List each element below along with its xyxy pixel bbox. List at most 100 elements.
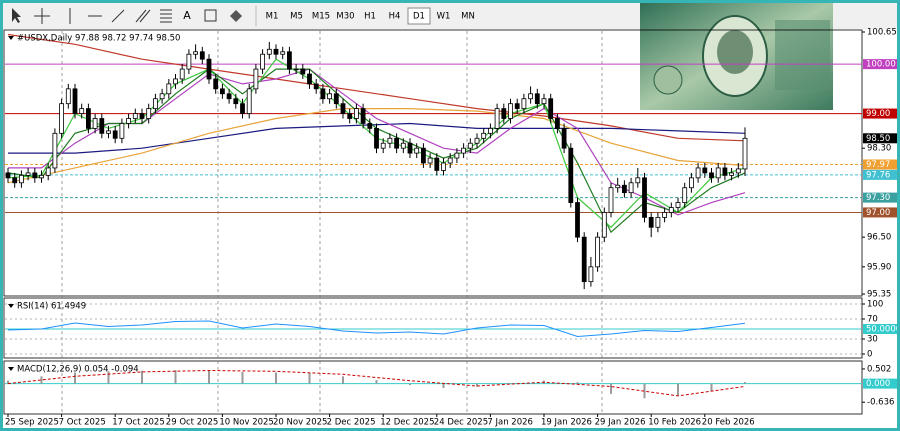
histogram-bar — [409, 383, 411, 386]
level-label: 50.0000 — [866, 325, 900, 335]
candle-body — [206, 58, 212, 80]
x-tick-label: 12 Dec 2025 — [380, 418, 434, 428]
candle-body — [541, 98, 547, 105]
candle-body — [186, 53, 192, 70]
x-tick-label: 7 Oct 2025 — [59, 418, 106, 428]
histogram-bar — [174, 370, 177, 384]
candle-body — [99, 118, 105, 134]
timeframe-button[interactable]: M15 — [312, 12, 330, 22]
channel-tool[interactable] — [135, 9, 151, 23]
fibo-tool[interactable] — [160, 9, 172, 23]
histogram-bar — [74, 372, 76, 384]
candle-body — [702, 167, 708, 174]
y-tick-label: 100 — [867, 300, 883, 310]
cursor-tool[interactable] — [12, 8, 21, 23]
candle-body — [454, 152, 460, 159]
candle-body — [434, 157, 440, 171]
panel-title: MACD(12,26,9) 0.054 -0.094 — [17, 365, 139, 375]
candle-body — [555, 118, 560, 129]
text-tool[interactable]: A — [183, 9, 191, 22]
title-marker — [8, 304, 14, 308]
y-tick-label: 0.502 — [867, 364, 891, 374]
indicator-line — [7, 320, 746, 338]
arrows-tool[interactable] — [230, 10, 242, 22]
candle-body — [648, 216, 654, 228]
candle-body — [240, 103, 245, 114]
candle-body — [86, 108, 91, 129]
level-label: 97.76 — [866, 170, 890, 180]
candle-body — [588, 266, 594, 283]
histogram-bar — [40, 376, 43, 384]
candle-body — [689, 177, 694, 189]
candle-body — [695, 167, 701, 179]
timeframe-button[interactable]: D1 — [413, 12, 425, 22]
candle-body — [608, 187, 614, 213]
candle-body — [581, 236, 587, 283]
y-tick-label: 95.35 — [867, 290, 891, 300]
candle-body — [622, 184, 627, 194]
candle-body — [420, 147, 426, 164]
candle-body — [79, 108, 85, 114]
x-tick-label: 20 Nov 2025 — [273, 418, 327, 428]
x-tick-label: 25 Sep 2025 — [5, 418, 59, 428]
histogram-bar — [308, 373, 311, 384]
candle-body — [548, 98, 554, 119]
timeframe-button[interactable]: M1 — [266, 12, 279, 22]
candle-body — [561, 127, 567, 149]
label-tool[interactable] — [204, 9, 217, 22]
candle-body — [307, 73, 312, 85]
histogram-bar — [342, 376, 344, 384]
panel-frames — [3, 29, 863, 415]
candle-body — [347, 113, 353, 119]
candle-body — [293, 68, 299, 71]
candle-body — [253, 68, 259, 90]
level-label: 98.50 — [866, 134, 890, 144]
candle-body — [146, 108, 152, 119]
histogram-bar — [509, 383, 512, 385]
candle-body — [407, 142, 413, 154]
level-label-bg — [863, 59, 898, 70]
candle-body — [394, 137, 400, 149]
timeframe-button[interactable]: W1 — [437, 12, 451, 22]
y-tick-label: 0 — [867, 350, 872, 360]
timeframe-button[interactable]: MN — [461, 12, 475, 22]
histogram-bar — [107, 371, 110, 384]
candle-body — [233, 98, 239, 105]
candle-body — [119, 123, 125, 139]
panel-title: RSI(14) 61.4949 — [17, 302, 86, 312]
candle-body — [380, 142, 386, 149]
candle-body — [5, 172, 11, 179]
candle-body — [729, 172, 734, 176]
crosshair-tool[interactable] — [34, 8, 50, 24]
histogram-bar — [141, 370, 143, 384]
timeframe-button[interactable]: M30 — [336, 12, 354, 22]
timeframe-button[interactable]: H4 — [389, 12, 401, 22]
candle-body — [92, 118, 98, 129]
candle-body — [427, 157, 433, 164]
candle-body — [635, 177, 641, 184]
timeframe-button[interactable]: M5 — [290, 12, 303, 22]
candle-body — [595, 236, 600, 268]
histogram-bar — [476, 383, 478, 387]
y-tick-label: 100.65 — [867, 27, 897, 37]
candle-body — [152, 98, 158, 110]
trendline-tool[interactable] — [111, 9, 125, 23]
candle-body — [682, 187, 688, 203]
histogram-bar — [744, 382, 746, 384]
title-marker — [8, 367, 14, 371]
candle-body — [568, 147, 574, 203]
level-label-bg — [863, 108, 898, 119]
panel-title: #USDX,Daily 97.88 98.72 97.74 98.50 — [17, 34, 180, 44]
candle-body — [709, 172, 714, 179]
candle-body — [642, 177, 647, 218]
y-tick-label: 98.30 — [867, 144, 891, 154]
main-panel-frame — [3, 29, 863, 297]
candle-body — [126, 118, 131, 124]
level-label: 0.000 — [866, 379, 890, 389]
timeframe-button[interactable]: H1 — [364, 12, 376, 22]
level-label: 97.97 — [866, 160, 890, 170]
candle-body — [528, 93, 533, 100]
candle-body — [722, 167, 728, 176]
histogram-bar — [208, 370, 210, 384]
histogram-bar — [275, 372, 277, 384]
